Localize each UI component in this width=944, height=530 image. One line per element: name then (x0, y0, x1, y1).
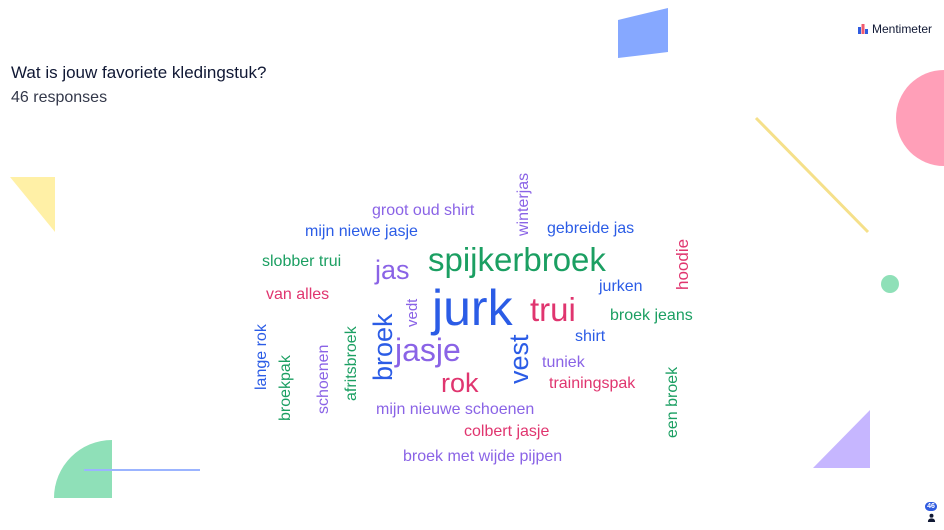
word-cloud-item: jasje (395, 332, 461, 368)
word-cloud-item: jas (375, 255, 410, 285)
participant-counter[interactable]: 46 (925, 502, 937, 522)
brand-name: Mentimeter (871, 22, 932, 36)
word-cloud-item: broek (368, 313, 398, 381)
word-cloud-item: broek met wijde pijpen (403, 448, 563, 465)
word-cloud-item: rok (441, 368, 479, 398)
word-cloud-item: lange rok (253, 324, 270, 390)
question-title: Wat is jouw favoriete kledingstuk? (11, 63, 267, 82)
word-cloud-item: groot oud shirt (372, 202, 475, 219)
mentimeter-logo-icon (857, 24, 868, 34)
word-cloud-item: broek jeans (610, 307, 693, 324)
word-cloud-item: mijn niewe jasje (305, 223, 418, 240)
blue-parallelogram-decoration (618, 8, 668, 58)
word-cloud-item: winterjas (515, 172, 532, 236)
mentimeter-logo: Mentimeter (857, 22, 932, 36)
yellow-triangle-decoration (10, 177, 55, 232)
participant-count-badge: 46 (925, 502, 937, 511)
response-count: 46 responses (11, 89, 108, 106)
green-semicircle-decoration (54, 440, 112, 498)
word-cloud-item: trui (530, 291, 576, 328)
word-cloud-item: van alles (266, 286, 330, 303)
word-cloud-item: shirt (575, 328, 606, 345)
green-dot-decoration (881, 275, 899, 293)
word-cloud-item: vest (504, 334, 534, 384)
word-cloud-item: slobber trui (262, 253, 342, 270)
word-cloud-item: vedt (404, 298, 421, 327)
word-cloud-item: colbert jasje (464, 423, 550, 440)
word-cloud-item: hoodie (673, 238, 692, 290)
word-cloud-item: schoenen (315, 344, 332, 414)
word-cloud-item: afritsbroek (343, 326, 360, 401)
word-cloud-item: gebreide jas (547, 220, 635, 237)
person-icon (927, 513, 935, 522)
word-cloud-item: spijkerbroek (428, 241, 606, 278)
pink-circle-decoration (896, 70, 944, 166)
word-cloud-item: mijn nieuwe schoenen (376, 401, 535, 418)
word-cloud-item: jurken (599, 278, 643, 295)
word-cloud-item: jurk (432, 280, 513, 336)
yellow-line-decoration (754, 116, 870, 234)
word-cloud-item: tuniek (542, 354, 585, 371)
purple-triangle-decoration (813, 410, 870, 468)
word-cloud-item: een broek (664, 366, 681, 438)
word-cloud-item: trainingspak (549, 375, 636, 392)
word-cloud-item: broekpak (277, 355, 294, 421)
